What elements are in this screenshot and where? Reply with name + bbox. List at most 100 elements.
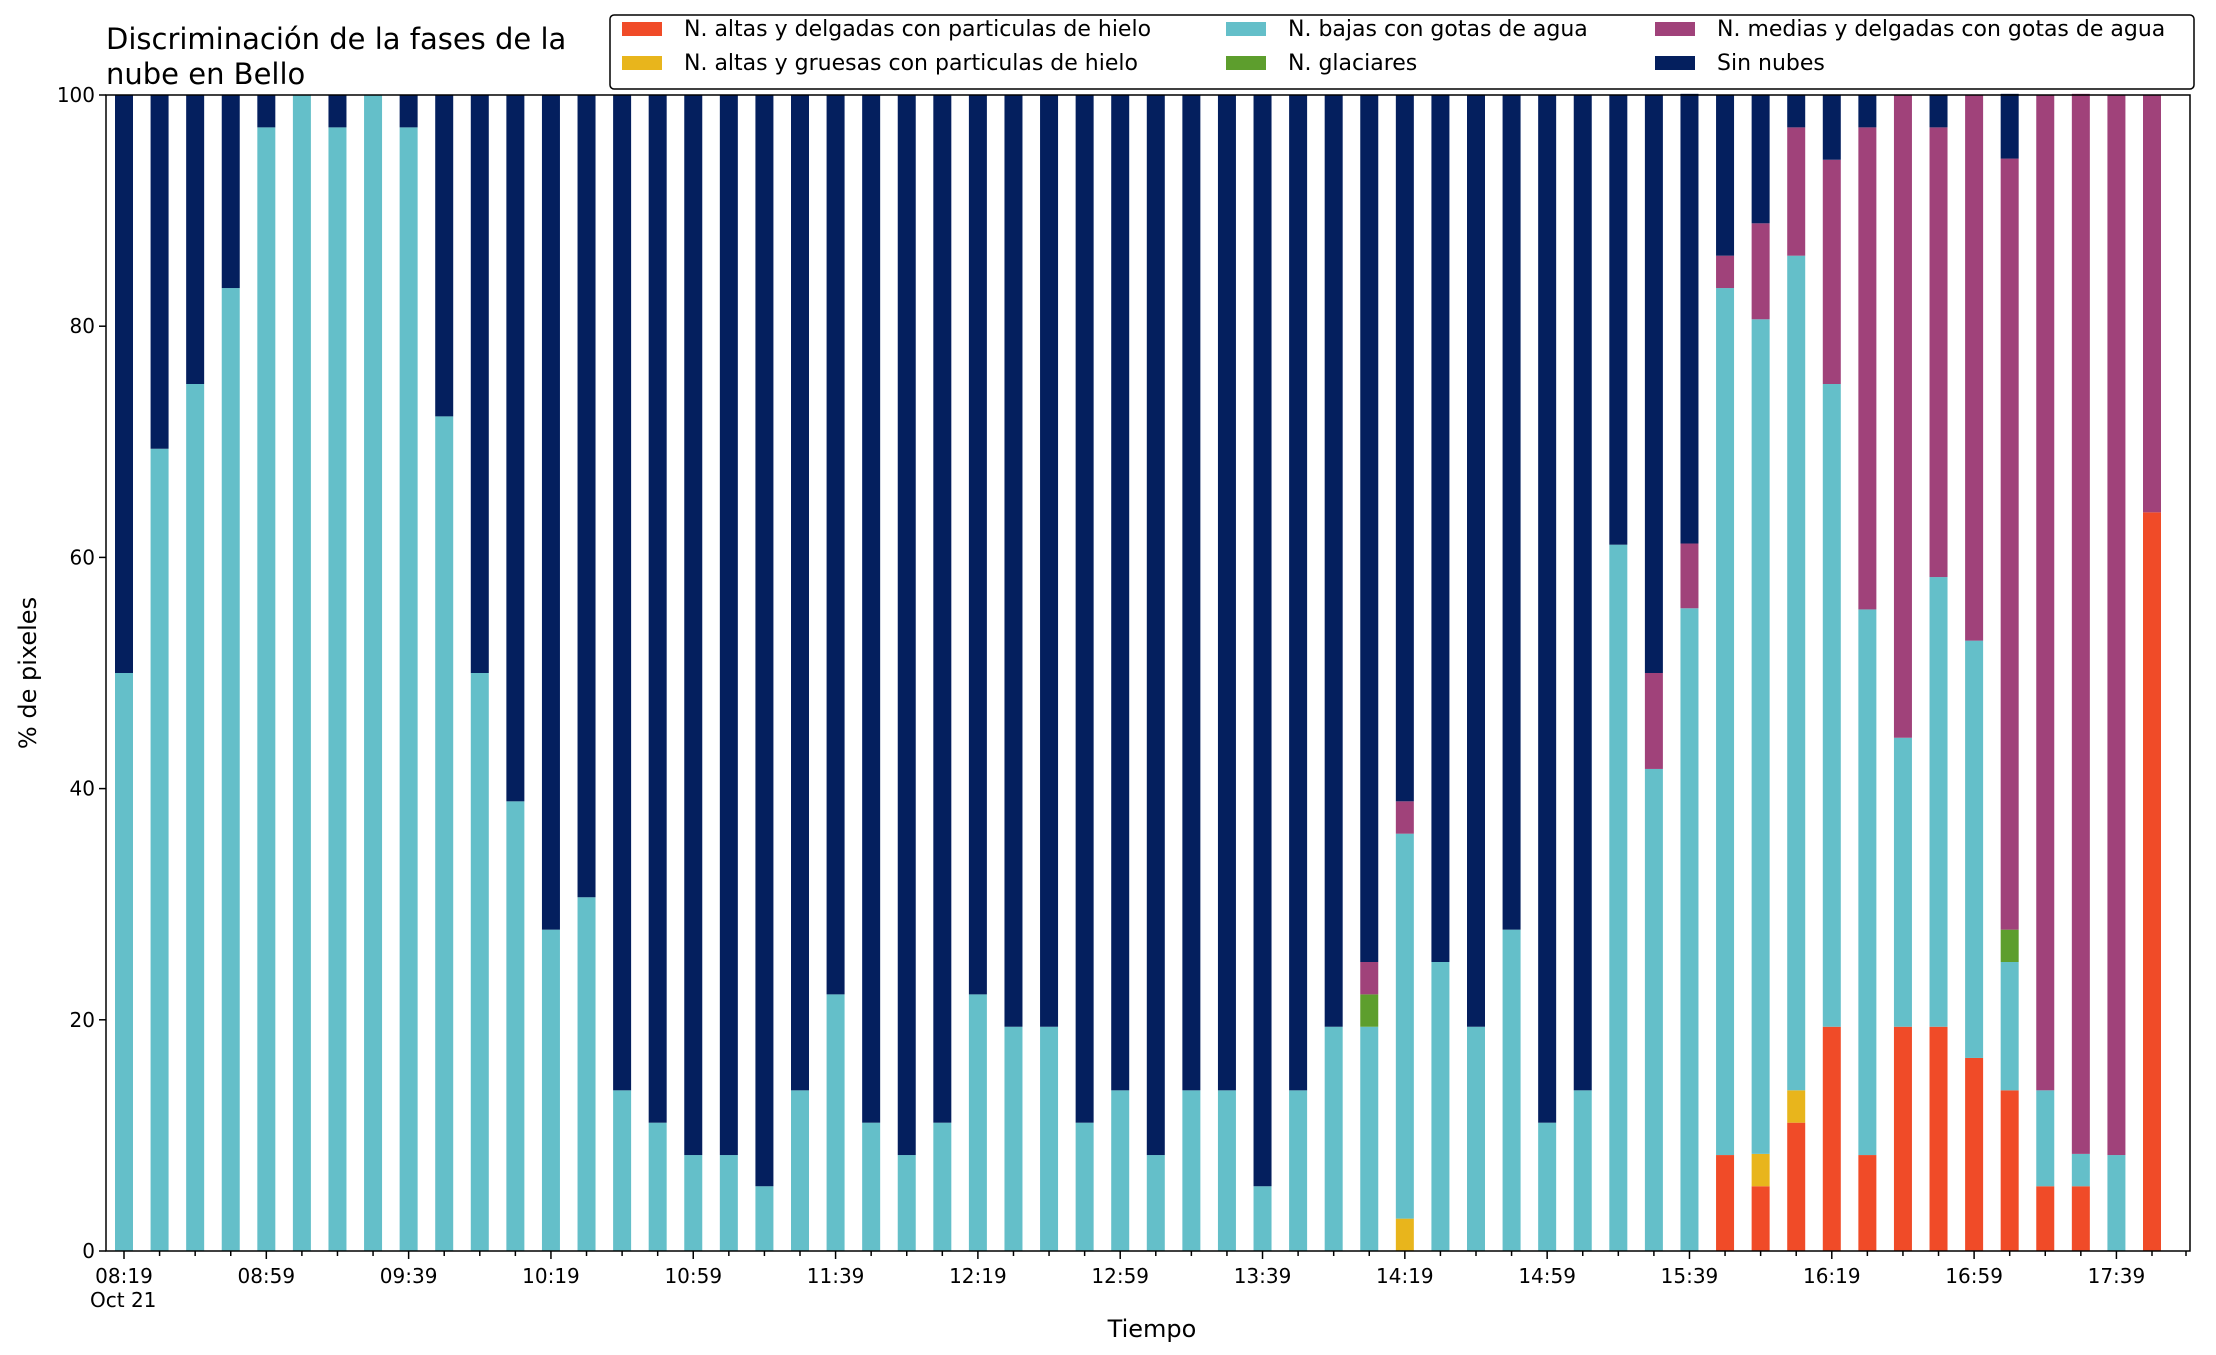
bar-segment-2-27 <box>1075 1122 1094 1251</box>
bar-segment-2-20 <box>826 994 845 1251</box>
y-tick-label: 60 <box>70 545 95 569</box>
bar-segment-2-2 <box>186 384 205 1251</box>
bar-segment-5-11 <box>506 95 525 802</box>
bar-segment-2-55 <box>2071 1153 2090 1187</box>
bar-segment-0-54 <box>2036 1186 2055 1251</box>
bar-segment-0-53 <box>2000 1090 2019 1251</box>
bar-segment-2-33 <box>1289 1090 1308 1251</box>
legend: N. altas y delgadas con particulas de hi… <box>609 14 2195 90</box>
legend-label-2: N. bajas con gotas de agua <box>1288 17 1588 42</box>
bar-segment-5-8 <box>399 95 418 128</box>
bar-segment-0-49 <box>1858 1155 1877 1251</box>
bar-segment-2-47 <box>1787 255 1806 1091</box>
bar-segment-5-0 <box>115 95 133 673</box>
y-axis: 0 20 40 60 80 100 <box>57 83 106 1263</box>
bars-layer <box>115 93 2161 1252</box>
bar-segment-5-19 <box>791 95 809 1091</box>
bar-segment-5-9 <box>435 95 454 417</box>
bar-segment-4-44 <box>1680 543 1699 609</box>
bar-segment-2-56 <box>2107 1155 2126 1251</box>
bar-segment-2-48 <box>1822 384 1841 1027</box>
bar-segment-5-20 <box>826 95 845 995</box>
legend-label-0: N. altas y delgadas con particulas de hi… <box>684 17 1151 42</box>
bar-segment-4-45 <box>1716 255 1735 289</box>
bar-segment-5-33 <box>1289 95 1308 1091</box>
bar-segment-2-29 <box>1146 1155 1165 1251</box>
x-tick-label: 09:39 <box>380 1264 438 1288</box>
bar-segment-5-21 <box>862 95 881 1123</box>
bar-segment-4-48 <box>1822 159 1841 384</box>
bar-segment-5-28 <box>1111 95 1130 1091</box>
bar-segment-5-40 <box>1538 95 1557 1123</box>
bar-segment-5-10 <box>470 95 489 673</box>
bar-segment-1-36 <box>1395 1218 1414 1251</box>
legend-label-3: N. glaciares <box>1288 51 1417 76</box>
bar-segment-5-16 <box>684 95 703 1156</box>
bar-segment-2-15 <box>648 1122 667 1251</box>
bar-segment-2-13 <box>577 897 596 1251</box>
bar-segment-5-43 <box>1644 95 1663 673</box>
bar-segment-4-49 <box>1858 127 1877 610</box>
bar-segment-2-31 <box>1217 1090 1236 1251</box>
legend-swatch-5 <box>1655 56 1695 70</box>
bar-segment-5-23 <box>933 95 952 1123</box>
bar-segment-2-49 <box>1858 609 1877 1156</box>
x-tick-label: 16:19 <box>1803 1264 1861 1288</box>
bar-segment-5-37 <box>1431 95 1450 962</box>
bar-segment-0-45 <box>1716 1155 1735 1251</box>
bar-segment-5-24 <box>968 95 987 995</box>
bar-segment-2-11 <box>506 801 525 1251</box>
bar-segment-2-46 <box>1751 319 1770 1154</box>
bar-segment-0-55 <box>2071 1186 2090 1251</box>
bar-segment-2-28 <box>1111 1090 1130 1251</box>
bar-segment-0-50 <box>1893 1026 1912 1251</box>
bar-segment-4-36 <box>1395 801 1414 834</box>
x-axis-label: Tiempo <box>1107 1315 1197 1343</box>
bar-segment-2-35 <box>1360 1026 1379 1251</box>
bar-segment-2-37 <box>1431 962 1450 1251</box>
bar-segment-5-12 <box>541 95 560 930</box>
bar-segment-4-57 <box>2143 95 2161 513</box>
bar-segment-5-35 <box>1360 95 1379 962</box>
x-tick-label: 10:19 <box>522 1264 580 1288</box>
bar-segment-5-44 <box>1680 93 1699 544</box>
bar-segment-2-3 <box>221 288 240 1251</box>
x-tick-label: 16:59 <box>1945 1264 2003 1288</box>
bar-segment-5-34 <box>1324 95 1343 1027</box>
bar-segment-4-43 <box>1644 673 1663 769</box>
bar-segment-5-45 <box>1716 95 1735 256</box>
bar-segment-0-52 <box>1965 1057 1984 1251</box>
x-tick-label: 13:39 <box>1234 1264 1292 1288</box>
bar-segment-5-32 <box>1253 95 1272 1187</box>
bar-segment-2-4 <box>257 127 276 1252</box>
bar-segment-2-5 <box>292 95 311 1251</box>
bar-segment-5-29 <box>1146 95 1165 1156</box>
y-axis-label: % de pixeles <box>14 597 42 749</box>
bar-segment-1-46 <box>1751 1153 1770 1187</box>
y-tick-label: 20 <box>70 1008 95 1032</box>
bar-segment-0-57 <box>2143 512 2161 1251</box>
bar-segment-2-30 <box>1182 1090 1201 1251</box>
bar-segment-5-1 <box>150 95 169 449</box>
bar-segment-2-36 <box>1395 833 1414 1219</box>
bar-segment-2-45 <box>1716 288 1735 1156</box>
x-tick-label: 10:59 <box>664 1264 722 1288</box>
bar-segment-5-2 <box>186 95 205 384</box>
bar-segment-2-21 <box>862 1122 881 1251</box>
bar-segment-2-0 <box>115 673 133 1251</box>
bar-segment-5-4 <box>257 95 276 128</box>
bar-segment-5-53 <box>2000 93 2019 159</box>
bar-segment-2-44 <box>1680 608 1699 1251</box>
bar-segment-2-51 <box>1929 577 1948 1027</box>
x-tick-label: 17:39 <box>2088 1264 2146 1288</box>
bar-segment-5-22 <box>897 95 916 1156</box>
bar-segment-0-46 <box>1751 1186 1770 1251</box>
bar-segment-2-41 <box>1573 1090 1592 1251</box>
chart-title-line-1: Discriminación de la fases de la <box>106 22 566 56</box>
bar-segment-5-49 <box>1858 95 1877 128</box>
bar-segment-5-46 <box>1751 95 1770 224</box>
bar-segment-2-39 <box>1502 929 1521 1251</box>
legend-label-4: N. medias y delgadas con gotas de agua <box>1717 17 2165 42</box>
